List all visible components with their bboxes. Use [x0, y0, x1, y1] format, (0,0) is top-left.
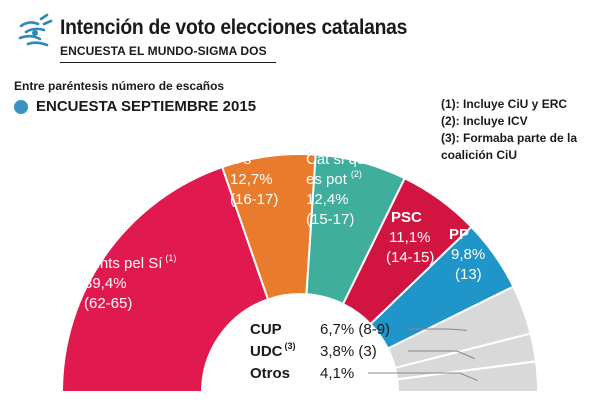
segment-value-pp: 9,8% — [451, 246, 485, 263]
label-cs: C's 12,7% (16-17) — [230, 151, 278, 208]
segment-junts-pel-s — [60, 165, 270, 393]
segment-value-otros: 4,1% — [320, 365, 354, 382]
label-cup: CUP 6,7% (8-9) — [250, 321, 390, 338]
segment-name-otros: Otros — [250, 365, 290, 382]
segment-value-udc: 3,8% (3) — [320, 343, 377, 360]
segment-name-cup: CUP — [250, 321, 282, 338]
chart-header: Intención de voto elecciones catalanas E… — [14, 10, 434, 66]
label-psc: PSC 11,1% (14-15) — [386, 209, 434, 266]
segment-name-udc: UDC (3) — [250, 341, 296, 360]
segment-seats-psc: (14-15) — [386, 249, 434, 266]
segment-name-cs: C's — [230, 151, 251, 168]
subtitle-underline — [60, 62, 276, 63]
leader-line-udc — [408, 350, 476, 360]
seats-note: Entre paréntesis número de escaños — [14, 79, 225, 93]
segment-name-psc: PSC — [391, 209, 422, 226]
footnotes: (1): Incluye CiU y ERC (2): Incluye ICV … — [441, 96, 591, 164]
label-udc: UDC (3) 3,8% (3) — [250, 341, 377, 360]
segment-name-catsiqueespot-line1: Cat si que — [306, 151, 374, 168]
label-junts: Junts pel Sí (1) 39,4% (62-65) — [84, 253, 176, 312]
segment-value-junts: 39,4% — [84, 275, 127, 292]
segment-name-junts: Junts pel Sí (1) — [84, 253, 176, 272]
segment-name-catsiqueespot-line2: es pot (2) — [306, 169, 362, 188]
label-pp: PP 9,8% (13) — [449, 226, 485, 283]
leader-lines — [368, 328, 478, 382]
chart-subtitle: ENCUESTA EL MUNDO-SIGMA DOS — [60, 44, 267, 58]
segment-name-pp: PP — [449, 226, 469, 243]
footnote-3: (3): Formaba parte de la coalición CiU — [441, 131, 578, 162]
footnote-2: (2): Incluye ICV — [441, 114, 528, 128]
segment-value-psc: 11,1% — [389, 229, 430, 246]
segment-value-catsiqueespot: 12,4% — [306, 191, 349, 208]
segment-seats-junts: (62-65) — [84, 295, 132, 312]
segment-value-cs: 12,7% — [230, 171, 273, 188]
label-otros: Otros 4,1% — [250, 365, 354, 382]
segment-seats-cs: (16-17) — [230, 191, 278, 208]
leader-line-cup — [408, 328, 468, 331]
legend-marker — [14, 100, 28, 114]
footnote-1: (1): Incluye CiU y ERC — [441, 97, 568, 111]
segment-value-cup: 6,7% (8-9) — [320, 321, 390, 338]
segment-seats-pp: (13) — [455, 266, 482, 283]
legend-label: ENCUESTA SEPTIEMBRE 2015 — [36, 98, 257, 115]
chart-title: Intención de voto elecciones catalanas — [60, 16, 408, 39]
label-catsiqueespot: Cat si que es pot (2) 12,4% (15-17) — [306, 151, 374, 228]
leader-line-otros — [368, 372, 478, 382]
segment-seats-catsiqueespot: (15-17) — [306, 211, 354, 228]
el-mundo-logo-icon — [18, 13, 53, 47]
chart-segments — [60, 153, 540, 393]
